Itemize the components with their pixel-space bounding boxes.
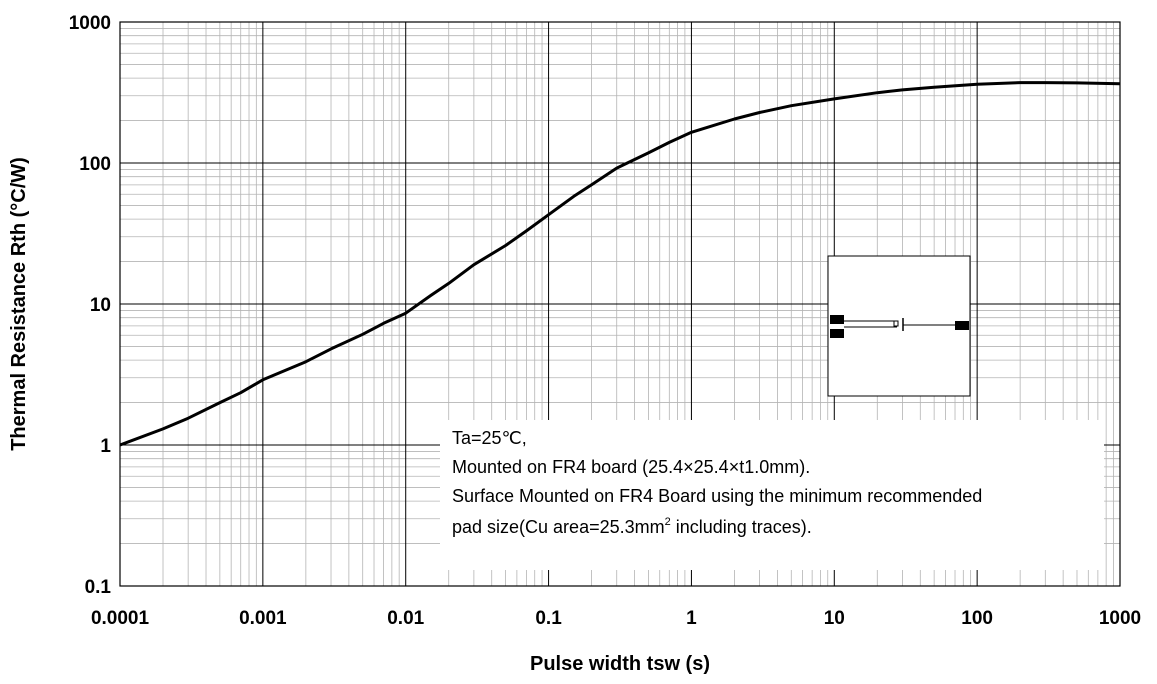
pad-right <box>955 321 969 330</box>
annotation-line-3: Surface Mounted on FR4 Board using the m… <box>452 486 982 506</box>
x-tick-label: 100 <box>961 608 993 629</box>
y-axis-tick-labels: 0.1 1 10 100 1000 <box>69 13 112 598</box>
trace-junction <box>893 320 899 327</box>
x-tick-label: 10 <box>824 608 845 629</box>
y-tick-label: 1000 <box>69 13 111 34</box>
annotation-line-4-main: pad size(Cu area=25.3mm <box>452 517 665 537</box>
board-footprint-diagram <box>827 255 971 397</box>
annotation-background <box>440 420 1104 570</box>
annotation-line-2: Mounted on FR4 board (25.4×25.4×t1.0mm). <box>452 457 810 477</box>
pad-left-lower <box>830 329 844 338</box>
annotation-line-4: pad size(Cu area=25.3mm2 including trace… <box>452 516 812 537</box>
y-axis-title: Thermal Resistance Rth (°C/W) <box>8 157 30 451</box>
y-tick-label: 10 <box>90 295 111 316</box>
x-tick-label: 1000 <box>1099 608 1141 629</box>
x-axis-title: Pulse width tsw (s) <box>530 653 710 675</box>
y-tick-label: 0.1 <box>85 577 112 598</box>
thermal-resistance-curve <box>119 81 1121 447</box>
annotation-line-4-rest: including traces). <box>671 517 812 537</box>
annotation-line-4-superscript: 2 <box>665 516 671 528</box>
x-tick-label: 1 <box>686 608 697 629</box>
x-tick-label: 0.0001 <box>91 608 150 629</box>
y-tick-label: 1 <box>100 436 111 457</box>
x-tick-label: 0.1 <box>535 608 562 629</box>
x-tick-label: 0.001 <box>239 608 287 629</box>
series-layer <box>119 81 1121 447</box>
pad-left-upper <box>830 315 844 324</box>
board-outline <box>827 255 971 397</box>
annotation-line-1: Ta=25℃, <box>452 428 527 448</box>
annotation-box: Ta=25℃, Mounted on FR4 board (25.4×25.4×… <box>440 420 1104 570</box>
x-axis-tick-labels: 0.0001 0.001 0.01 0.1 1 10 100 1000 <box>91 608 1141 629</box>
y-tick-label: 100 <box>79 154 111 175</box>
plot-frame <box>119 21 1121 587</box>
x-tick-label: 0.01 <box>387 608 424 629</box>
